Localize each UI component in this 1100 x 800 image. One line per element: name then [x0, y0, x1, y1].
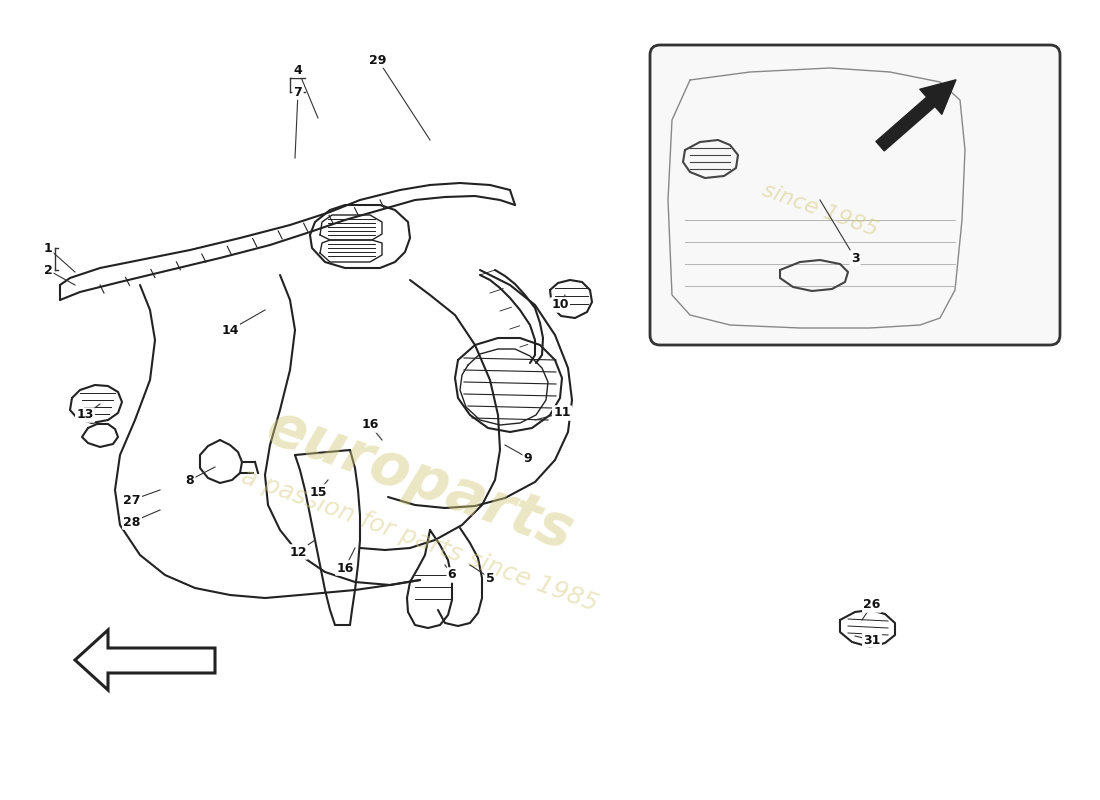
Text: 8: 8 [186, 474, 195, 486]
Text: 12: 12 [289, 546, 307, 558]
Text: europarts: europarts [258, 398, 581, 562]
Text: 10: 10 [551, 298, 569, 311]
Text: 14: 14 [221, 323, 239, 337]
FancyArrowPatch shape [876, 80, 956, 151]
Text: 1: 1 [44, 242, 53, 254]
Text: 5: 5 [485, 571, 494, 585]
Text: 7: 7 [294, 86, 302, 98]
Text: 29: 29 [370, 54, 387, 66]
Text: 9: 9 [524, 451, 532, 465]
Text: 16: 16 [337, 562, 354, 574]
Text: 4: 4 [294, 63, 302, 77]
Text: 16: 16 [361, 418, 378, 431]
Text: 3: 3 [850, 251, 859, 265]
Text: since 1985: since 1985 [759, 180, 880, 240]
Text: 27: 27 [123, 494, 141, 506]
Text: 31: 31 [864, 634, 881, 646]
Text: a passion for parts since 1985: a passion for parts since 1985 [239, 464, 602, 616]
Text: 28: 28 [123, 515, 141, 529]
FancyBboxPatch shape [650, 45, 1060, 345]
Text: 26: 26 [864, 598, 881, 611]
Text: 6: 6 [448, 569, 456, 582]
Text: 11: 11 [553, 406, 571, 419]
Text: 2: 2 [44, 263, 53, 277]
Text: 15: 15 [309, 486, 327, 498]
Text: 13: 13 [76, 409, 94, 422]
